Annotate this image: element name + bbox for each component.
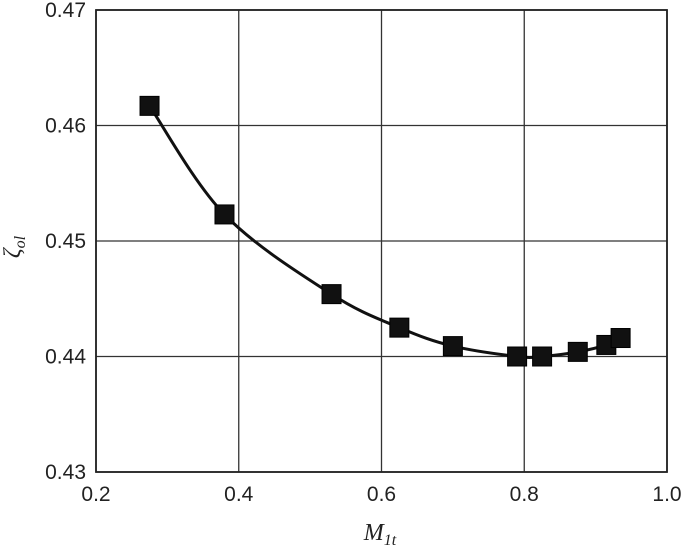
x-tick-label-0: 0.2 xyxy=(81,483,110,506)
x-axis-label-main: M xyxy=(363,520,386,546)
data-point-0-7 xyxy=(567,341,588,362)
data-point-0-0 xyxy=(139,95,160,116)
data-point-0-9 xyxy=(610,328,631,349)
series-line-0 xyxy=(148,104,623,359)
data-point-0-3 xyxy=(389,317,410,338)
curve-layer xyxy=(148,104,623,359)
grid-layer xyxy=(95,9,668,473)
data-point-0-2 xyxy=(321,284,342,305)
frame-layer xyxy=(95,9,668,473)
y-tick-label-3: 0.46 xyxy=(45,115,86,138)
y-tick-label-0: 0.43 xyxy=(45,461,86,484)
x-tick-label-3: 0.8 xyxy=(510,483,539,506)
x-tick-label-2: 0.6 xyxy=(367,483,396,506)
y-axis-label-sub: ol xyxy=(12,235,29,248)
data-point-0-6 xyxy=(532,346,553,367)
x-axis-label: M1t xyxy=(363,520,397,546)
y-tick-label-2: 0.45 xyxy=(45,230,86,253)
data-point-0-5 xyxy=(507,346,528,367)
tick-layer: 0.2 0.4 0.6 0.8 1.0 0.43 0.44 0.45 0.46 0.47 xyxy=(45,0,681,506)
data-point-0-4 xyxy=(442,336,463,357)
plot-frame xyxy=(95,9,668,473)
data-point-0-1 xyxy=(214,204,235,225)
y-axis-label: ζol xyxy=(0,235,29,258)
x-tick-label-1: 0.4 xyxy=(224,483,254,506)
x-axis-label-sub: 1t xyxy=(384,532,397,546)
marker-layer xyxy=(139,95,631,367)
y-tick-label-1: 0.44 xyxy=(45,346,86,369)
x-tick-label-4: 1.0 xyxy=(652,483,681,506)
y-tick-label-4: 0.47 xyxy=(45,0,86,22)
y-axis-label-main: ζ xyxy=(0,246,26,258)
